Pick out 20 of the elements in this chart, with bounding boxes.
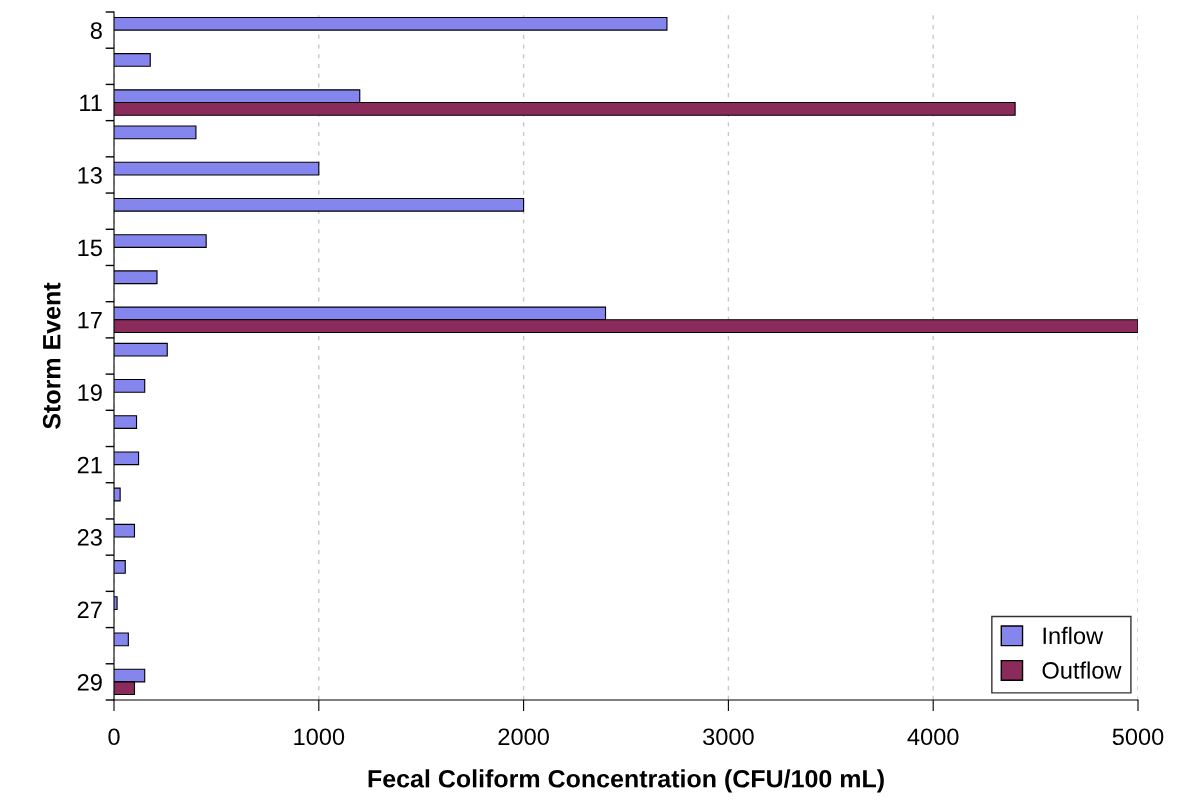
y-tick-label: 29: [77, 673, 102, 691]
y-axis-title: Storm Event: [42, 282, 61, 429]
legend-label: Outflow: [1042, 661, 1122, 679]
y-tick-label: 21: [77, 456, 102, 474]
y-tick-label: 17: [78, 312, 102, 329]
x-tick-label: 3000: [703, 728, 754, 746]
legend-label: Inflow: [1043, 626, 1104, 645]
y-tick-label: 8: [90, 22, 102, 39]
x-axis-title: Fecal Coliform Concentration (CFU/100 mL): [368, 769, 884, 793]
y-tick-label: 19: [78, 384, 102, 401]
y-tick-label: 13: [78, 167, 102, 184]
y-tick-label: 23: [77, 529, 102, 546]
y-tick-label: 15: [78, 239, 102, 257]
x-tick-label: 0: [108, 728, 120, 746]
y-tick-label: 27: [77, 601, 102, 619]
y-tick-label: 11: [80, 94, 102, 112]
x-tick-label: 1000: [294, 728, 345, 746]
x-tick-label: 4000: [907, 728, 959, 746]
x-tick-label: 2000: [498, 728, 549, 746]
x-tick-label: 5000: [1112, 728, 1164, 746]
